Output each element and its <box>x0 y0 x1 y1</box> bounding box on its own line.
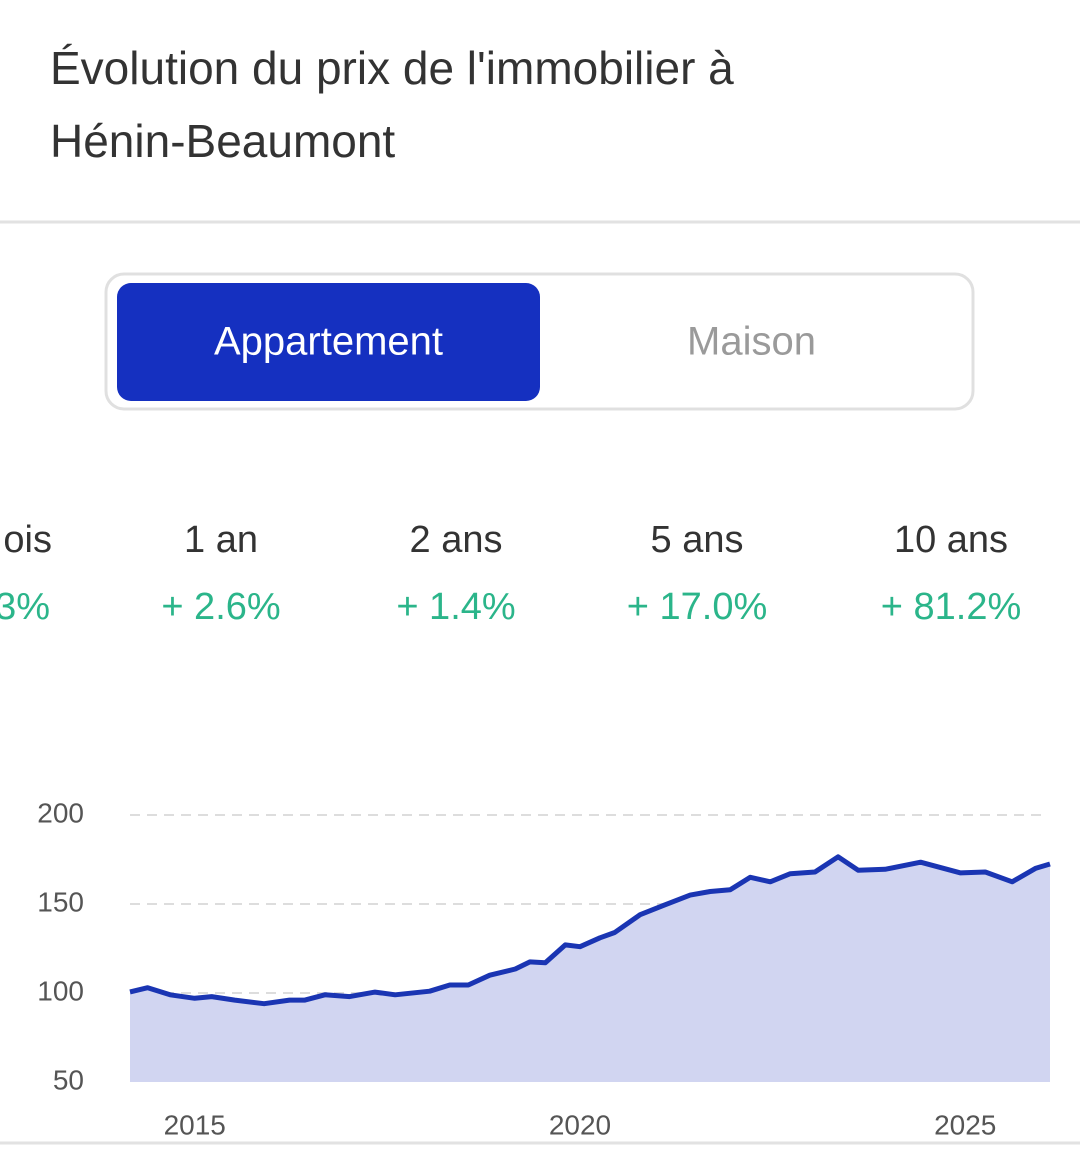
stat-period: ois <box>3 519 52 561</box>
x-tick-label: 2025 <box>934 1109 996 1140</box>
x-tick-label: 2015 <box>164 1109 226 1140</box>
title-line: Hénin-Beaumont <box>50 115 395 167</box>
stat-change: + 17.0% <box>627 586 768 628</box>
y-tick-label: 50 <box>53 1064 84 1095</box>
toggle-option[interactable]: Appartement <box>214 320 443 364</box>
stat-period: 5 ans <box>651 519 744 561</box>
y-tick-label: 200 <box>37 797 84 828</box>
stat-change: + 81.2% <box>881 586 1022 628</box>
toggle-active-bg <box>117 283 540 401</box>
x-tick-label: 2020 <box>549 1109 611 1140</box>
title-line: Évolution du prix de l'immobilier à <box>50 42 734 94</box>
area <box>130 856 1050 1082</box>
y-tick-label: 100 <box>37 975 84 1006</box>
y-tick-label: 150 <box>37 886 84 917</box>
toggle-option[interactable]: Maison <box>687 320 816 364</box>
stat-period: 1 an <box>184 519 258 561</box>
line <box>129 854 1051 1007</box>
stat-change: + 2.6% <box>161 586 280 628</box>
stat-period: 2 ans <box>410 519 503 561</box>
stat-period: 10 ans <box>894 519 1008 561</box>
stat-change: 3% <box>0 586 50 628</box>
stat-change: + 1.4% <box>396 586 515 628</box>
